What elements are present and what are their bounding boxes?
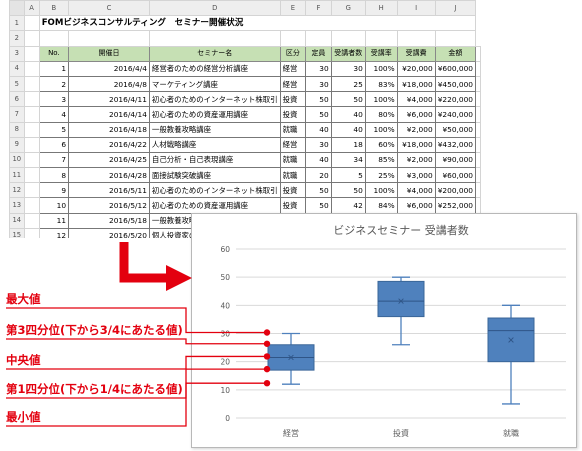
mean-marker [288, 354, 294, 361]
table-cell[interactable]: 投資 [279, 197, 307, 214]
row-header[interactable]: 12 [9, 182, 25, 199]
table-header-cell[interactable]: 受講者数 [330, 45, 366, 62]
column-header-G[interactable]: G [330, 0, 366, 17]
table-header-cell[interactable]: 区分 [279, 45, 307, 62]
box-就職 [487, 317, 535, 363]
column-header-D[interactable]: D [148, 0, 281, 17]
table-row: 13 10 2016/5/12 初心者のための資産運用講座 投資 50 42 84% ¥6,00… [9, 197, 481, 214]
spreadsheet: A B C D E F G H I J 1 FOMビジネスコンサルティング セミナー開催状況 2 3 No.… [9, 0, 481, 238]
table-cell[interactable]: 就職 [279, 167, 307, 184]
table-cell[interactable]: 5 [38, 121, 70, 138]
table-cell[interactable]: 1 [38, 60, 70, 77]
table-row: 7 4 2016/4/14 初心者のための資産運用講座 投資 50 40 80% ¥6,000 ¥… [9, 106, 481, 123]
table-cell[interactable]: 投資 [279, 106, 307, 123]
column-header-B[interactable]: B [38, 0, 70, 17]
table-cell[interactable]: 12 [38, 227, 70, 238]
y-tick-label: 30 [220, 330, 230, 339]
table-row: 12 9 2016/5/11 初心者のためのインターネット株取引 投資 50 50 100% ¥… [9, 182, 481, 199]
table-header-cell[interactable]: 受講率 [364, 45, 398, 62]
box-投資 [377, 280, 425, 318]
table-cell[interactable]: 18 [330, 136, 366, 153]
spreadsheet-grid: A B C D E F G H I J 1 FOMビジネスコンサルティング セミナー開催状況 2 3 No.… [9, 0, 481, 238]
table-cell[interactable]: 11 [38, 212, 70, 229]
x-category-label: 就職 [503, 428, 519, 438]
table-cell[interactable]: 42 [330, 197, 366, 214]
x-category-label: 投資 [393, 428, 409, 438]
x-category-label: 経営 [283, 428, 299, 438]
column-header-F[interactable]: F [305, 0, 332, 17]
table-row: 9 6 2016/4/22 人材戦略講座 経営 30 18 60% ¥18,000 ¥432,00… [9, 136, 481, 153]
mean-marker [398, 298, 404, 304]
mean-marker [508, 337, 514, 343]
table-header-cell[interactable]: セミナー名 [148, 45, 281, 62]
table-cell[interactable]: 2016/5/20 [68, 227, 150, 238]
y-tick-label: 40 [220, 301, 230, 310]
table-cell[interactable]: 6 [38, 136, 70, 153]
row-header[interactable]: 9 [9, 136, 25, 153]
y-tick-label: 60 [220, 245, 230, 254]
column-header-I[interactable]: I [396, 0, 436, 17]
column-header-J[interactable]: J [434, 0, 477, 17]
row-header[interactable]: 5 [9, 75, 25, 93]
table-header-cell[interactable]: No. [38, 45, 70, 62]
y-tick-label: 50 [220, 273, 230, 282]
table-row: 6 3 2016/4/11 初心者のためのインターネット株取引 投資 50 50 100% ¥4… [9, 91, 481, 108]
chart-title: ビジネスセミナー 受講者数 [333, 223, 469, 237]
sheet-row: 2 [9, 30, 481, 47]
row-header[interactable]: 14 [9, 212, 25, 229]
